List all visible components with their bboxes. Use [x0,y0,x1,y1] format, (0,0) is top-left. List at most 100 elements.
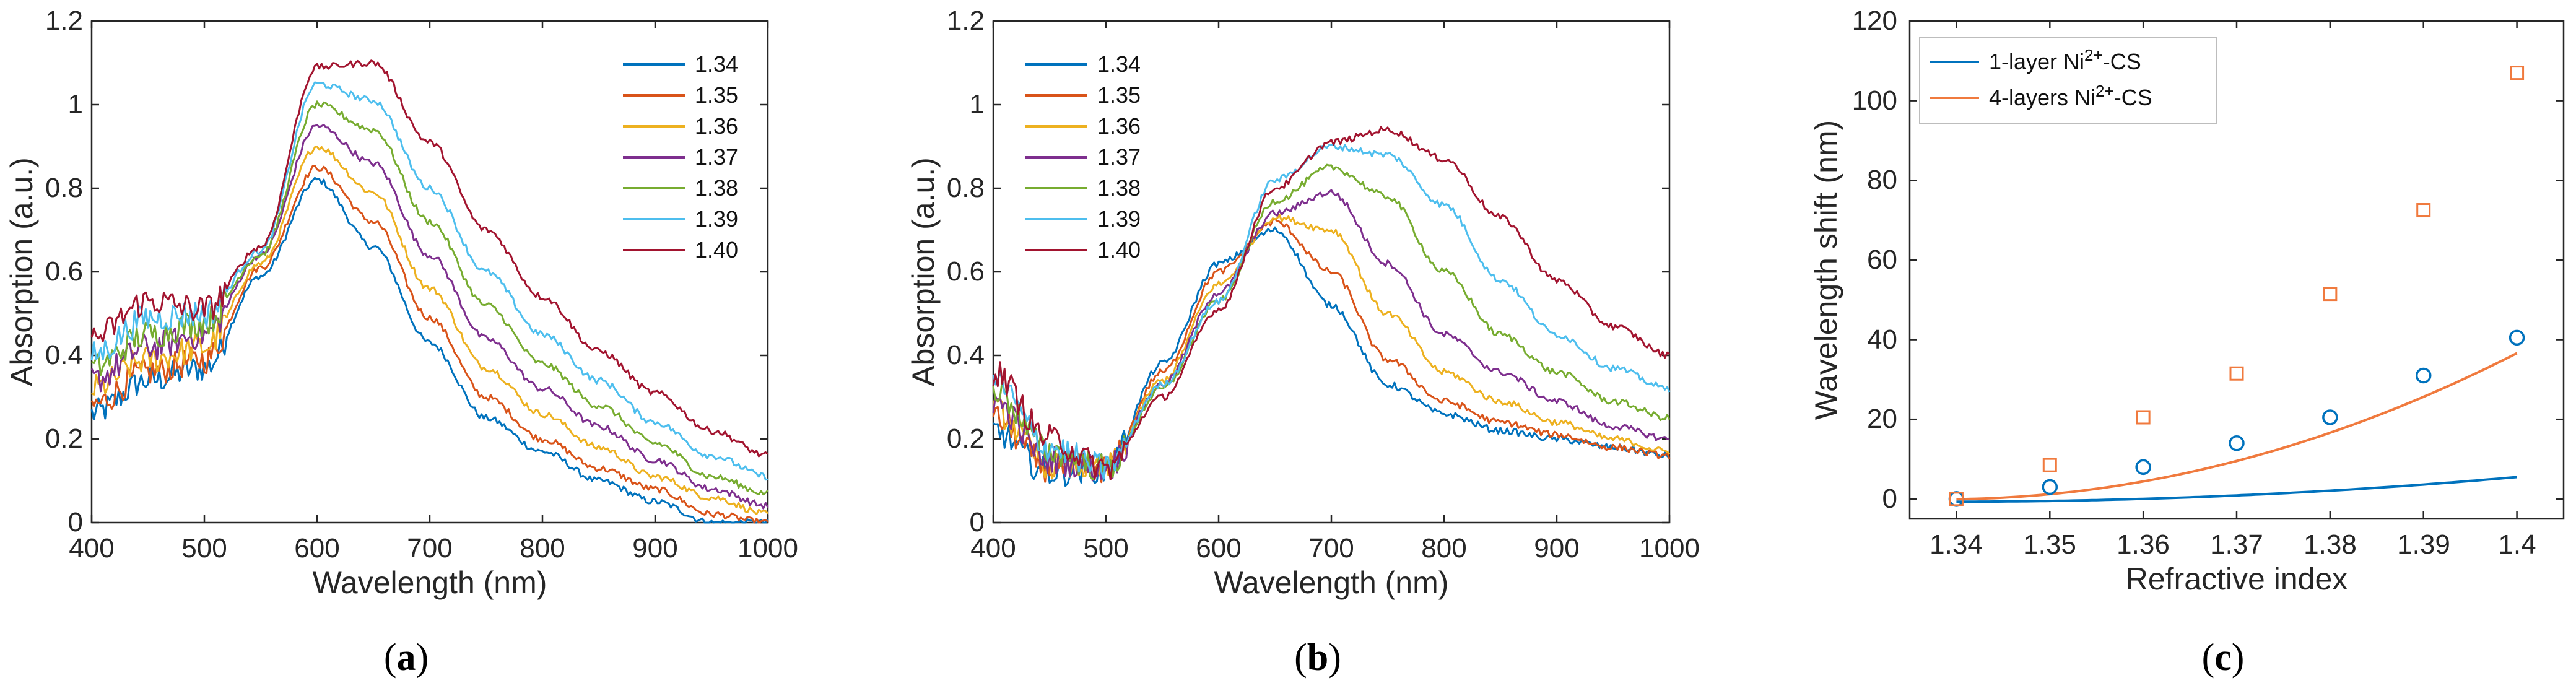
y-axis-label-a: Absorption (a.u.) [4,157,39,386]
legend-label: 1.38 [695,175,738,201]
x-axis-label-a: Wavelength (nm) [313,565,547,600]
x-tick-label: 1.34 [1930,529,1983,560]
series-line-1-39 [992,143,1671,480]
data-point-1-layer [2415,367,2432,384]
y-tick-label: 0 [68,507,83,537]
legend-label: 1.39 [695,206,738,232]
legend-label: 1.37 [695,144,738,170]
y-tick-label: 20 [1867,404,1897,434]
y-tick-label: 0.2 [45,424,83,454]
x-tick-labels-b: 400 500 600 700 800 900 1000 [970,533,1700,563]
y-tick-label: 0.6 [45,256,83,287]
y-tick-label: 0.8 [947,173,985,203]
x-tick-label: 900 [632,533,677,563]
tick-marks-c [1910,20,2564,519]
y-tick-label: 40 [1867,324,1897,355]
y-tick-labels-b: 0 0.2 0.4 0.6 0.8 1 1.2 [947,6,985,537]
x-tick-label: 500 [181,533,227,563]
data-point-4-layers [2510,66,2525,80]
x-tick-label: 1.35 [2023,529,2076,560]
legend-label: 1.35 [695,82,738,108]
fit-curve-1-layer [1956,476,2517,503]
y-tick-label: 0 [1882,484,1897,514]
caption-a: (a) [384,637,429,679]
series-lines-b [992,126,1671,487]
x-tick-label: 700 [1308,533,1354,563]
legend-box-c [1919,37,2217,124]
x-tick-label: 700 [407,533,452,563]
caption-b: (b) [1294,637,1341,679]
x-tick-label: 1.39 [2397,529,2450,560]
tick-marks-b [992,20,1671,524]
legend-c: 1-layer Ni2+-CS 4-layers Ni2+-CS [1919,37,2217,124]
y-tick-label: 100 [1852,85,1897,116]
panel-b: 0 0.2 0.4 0.6 0.8 1 1.2 400 500 600 700 … [906,6,1700,679]
series-line-1-34 [90,176,769,524]
data-point-1-layer [2135,459,2151,476]
data-point-1-layer [2229,435,2245,451]
legend-box-a [613,45,755,274]
x-tick-label: 1.38 [2304,529,2357,560]
y-tick-label: 120 [1852,6,1897,36]
x-tick-label: 1.37 [2210,529,2263,560]
panel-c: 0 20 40 60 80 100 120 1.34 1.35 1.36 1.3… [1809,6,2565,679]
x-tick-label: 600 [294,533,339,563]
legend-label: 1.36 [695,113,738,139]
x-tick-label: 400 [69,533,114,563]
x-tick-label: 1.4 [2498,529,2536,560]
x-tick-label: 500 [1083,533,1128,563]
x-tick-label: 800 [520,533,565,563]
series-line-1-35 [90,165,768,524]
y-tick-label: 0 [970,507,985,537]
series-line-1-37 [90,124,769,510]
y-tick-label: 1.2 [45,6,83,36]
legend-label: 1.34 [695,51,738,77]
y-tick-labels-c: 0 20 40 60 80 100 120 [1852,6,1897,514]
legend-box-b [1016,45,1158,274]
data-point-4-layers [2229,366,2244,381]
legend-label: 1.34 [1097,51,1141,77]
x-tick-label: 400 [970,533,1016,563]
legend-label: 1.40 [695,237,738,263]
data-point-1-layer [2509,329,2525,346]
series-line-1-39 [90,81,768,481]
series-line-1-37 [992,189,1670,482]
y-axis-label-b: Absorption (a.u.) [906,157,941,386]
series-lines-a [90,59,769,524]
y-tick-label: 1 [970,89,985,120]
y-tick-labels-a: 0 0.2 0.4 0.6 0.8 1 1.2 [45,6,83,537]
legend-label: 1.37 [1097,144,1141,170]
x-tick-label: 1000 [1639,533,1700,563]
legend-label: 1.36 [1097,113,1141,139]
y-axis-label-c: Wavelength shift (nm) [1809,120,1843,420]
series-line-1-36 [91,146,769,515]
data-point-4-layers [1949,492,1964,506]
legend-b: 1.34 1.35 1.36 1.37 1.38 1.39 1.40 [1016,45,1158,274]
caption-c: (c) [2202,637,2245,679]
y-tick-label: 80 [1867,165,1897,195]
y-tick-label: 0.8 [45,173,83,203]
legend-label: 4-layers Ni2+-CS [1989,82,2152,110]
series-line-1-40 [90,59,768,458]
data-point-4-layers [2416,203,2431,218]
x-tick-label: 900 [1534,533,1579,563]
y-tick-label: 0.4 [947,340,985,370]
data-point-4-layers [2136,410,2151,425]
x-tick-label: 1000 [738,533,798,563]
x-tick-label: 800 [1421,533,1466,563]
y-tick-label: 1 [68,89,83,120]
data-point-1-layer [2042,479,2058,495]
data-point-1-layer [2322,409,2338,425]
legend-a: 1.34 1.35 1.36 1.37 1.38 1.39 1.40 [613,45,755,274]
legend-label: 1.39 [1097,206,1141,232]
data-markers-c [1948,66,2525,507]
panel-a: 0 0.2 0.4 0.6 0.8 1 1.2 400 500 600 700 … [4,6,798,679]
legend-label: 1.35 [1097,82,1141,108]
legend-label: 1.40 [1097,237,1141,263]
legend-label: 1-layer Ni2+-CS [1989,46,2141,74]
y-tick-label: 0.6 [947,256,985,287]
x-tick-labels-a: 400 500 600 700 800 900 1000 [69,533,798,563]
data-point-4-layers [2323,287,2338,302]
y-tick-label: 0.4 [45,340,83,370]
legend-label: 1.38 [1097,175,1141,201]
